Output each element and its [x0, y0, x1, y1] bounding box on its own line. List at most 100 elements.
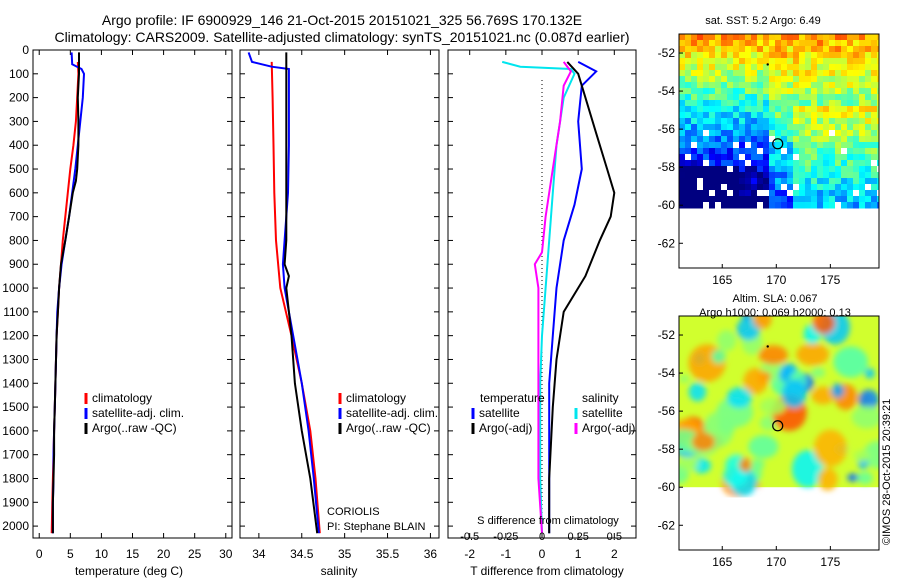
difference-top-xtick-label: 0.25 [567, 531, 588, 543]
sst-cell [769, 172, 776, 179]
sst-cell [709, 34, 716, 41]
sst-cell [787, 70, 794, 77]
sst-cell [697, 160, 704, 167]
sst-cell [715, 88, 722, 95]
sst-cell [835, 124, 842, 131]
sst-cell [811, 130, 818, 137]
sst-cell [691, 160, 698, 167]
sst-cell [757, 202, 764, 209]
sst-cell [763, 40, 770, 47]
sst-cell [691, 136, 698, 143]
sst-cell [865, 46, 872, 53]
sst-cell [679, 34, 686, 41]
sst-cell [871, 46, 878, 53]
sst-cell [859, 172, 866, 179]
sst-cell [787, 76, 794, 83]
sst-cell [865, 148, 872, 155]
sst-cell [805, 82, 812, 89]
sst-cell [805, 118, 812, 125]
sst-cell [871, 112, 878, 119]
sst-cell [715, 202, 722, 209]
imos-credit: ©IMOS 28-Oct-2015 20:39:21 [881, 399, 893, 545]
sst-cell [703, 58, 710, 65]
sst-cell [811, 58, 818, 65]
sst-cell [697, 196, 704, 203]
sst-cell [781, 76, 788, 83]
sst-cell [733, 106, 740, 113]
sst-cell [697, 166, 704, 173]
sst-cell [841, 46, 848, 53]
sst-cell [877, 40, 879, 47]
sst-cell [865, 40, 872, 47]
sst-cell [811, 142, 818, 149]
legend-group-title: temperature [480, 391, 545, 405]
sst-cell [781, 58, 788, 65]
sst-cell [703, 88, 710, 95]
sla-map-panel: 165 170 175 -52 -54 -56 -58 -60 -62 [658, 315, 880, 569]
sst-cell [871, 190, 878, 197]
sst-cell [709, 76, 716, 83]
temperature-ytick-label: 1300 [2, 352, 29, 366]
sst-cell [685, 40, 692, 47]
sst-cell [823, 130, 830, 137]
sst-cell [847, 70, 854, 77]
sst-cell [865, 82, 872, 89]
sst-cell [853, 166, 860, 173]
sst-cell [709, 148, 716, 155]
sst-cell [751, 118, 758, 125]
sst-cell [715, 46, 722, 53]
sst-cell [685, 82, 692, 89]
sla-map-ytick-label: -62 [658, 518, 676, 532]
sla-blob [711, 349, 726, 364]
sst-cell [697, 46, 704, 53]
sst-cell [691, 94, 698, 101]
sst-cell [763, 82, 770, 89]
sst-cell [733, 136, 740, 143]
sst-cell [691, 76, 698, 83]
sst-cell [799, 76, 806, 83]
sst-cell [769, 142, 776, 149]
sst-cell [823, 196, 830, 203]
sst-cell [841, 202, 848, 209]
sst-cell [823, 70, 830, 77]
sst-cell [799, 46, 806, 53]
sst-cell [835, 196, 842, 203]
sst-cell [823, 178, 830, 185]
sst-cell [859, 154, 866, 161]
sst-cell [757, 64, 764, 71]
sst-cell [823, 106, 830, 113]
sst-cell [835, 112, 842, 119]
sst-cell [841, 88, 848, 95]
sst-cell [781, 40, 788, 47]
sst-cell [697, 136, 704, 143]
sst-cell [853, 82, 860, 89]
sst-cell [775, 184, 782, 191]
sst-cell [691, 148, 698, 155]
temperature-plot-frame [32, 49, 233, 539]
sst-cell [823, 112, 830, 119]
sst-cell [679, 124, 686, 131]
salinity-xtick-label: 35.5 [376, 547, 400, 561]
sla-map-xtick-label: 175 [820, 555, 840, 569]
sla-map-subtitle: Argo h1000: 0.069 h2000: 0.13 [699, 307, 851, 319]
sst-cell [817, 46, 824, 53]
sst-cell [811, 100, 818, 107]
sst-cell [763, 70, 770, 77]
sst-cell [757, 40, 764, 47]
sst-cell [733, 196, 740, 203]
sst-cell [841, 94, 848, 101]
sst-cell [823, 202, 830, 209]
sst-cell [799, 202, 806, 209]
sst-cell [823, 58, 830, 65]
sst-cell [697, 76, 704, 83]
sst-cell [871, 172, 878, 179]
sst-cell [733, 190, 740, 197]
sla-blob [851, 405, 879, 429]
sst-cell [817, 34, 824, 41]
sst-cell [787, 202, 794, 209]
sst-cell [859, 136, 866, 143]
sst-cell [841, 64, 848, 71]
sst-cell [697, 82, 704, 89]
sst-cell [859, 166, 866, 173]
sst-map-ytick-label: -58 [658, 160, 676, 174]
